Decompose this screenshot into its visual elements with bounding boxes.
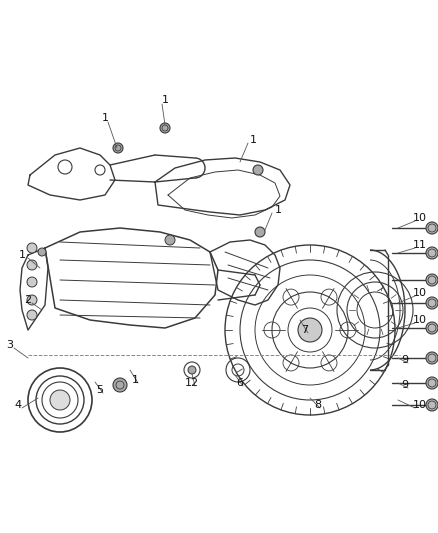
Circle shape bbox=[188, 366, 196, 374]
Circle shape bbox=[255, 227, 265, 237]
Text: 6: 6 bbox=[237, 378, 244, 388]
Circle shape bbox=[27, 243, 37, 253]
Text: 12: 12 bbox=[185, 378, 199, 388]
Circle shape bbox=[426, 297, 438, 309]
Circle shape bbox=[253, 165, 263, 175]
Circle shape bbox=[27, 260, 37, 270]
Circle shape bbox=[113, 143, 123, 153]
Circle shape bbox=[160, 123, 170, 133]
Text: 10: 10 bbox=[413, 400, 427, 410]
Text: 10: 10 bbox=[413, 288, 427, 298]
Text: 4: 4 bbox=[14, 400, 21, 410]
Circle shape bbox=[27, 295, 37, 305]
Text: 10: 10 bbox=[413, 315, 427, 325]
Circle shape bbox=[426, 377, 438, 389]
Text: 1: 1 bbox=[18, 250, 25, 260]
Text: 1: 1 bbox=[131, 375, 138, 385]
Circle shape bbox=[426, 322, 438, 334]
Circle shape bbox=[50, 390, 70, 410]
Circle shape bbox=[298, 318, 322, 342]
Circle shape bbox=[27, 310, 37, 320]
Text: 7: 7 bbox=[301, 325, 308, 335]
Circle shape bbox=[113, 378, 127, 392]
Text: 9: 9 bbox=[402, 380, 409, 390]
Circle shape bbox=[426, 247, 438, 259]
Circle shape bbox=[426, 352, 438, 364]
Text: 1: 1 bbox=[275, 205, 282, 215]
Text: 2: 2 bbox=[25, 295, 32, 305]
Circle shape bbox=[426, 274, 438, 286]
Text: 9: 9 bbox=[402, 355, 409, 365]
Text: 8: 8 bbox=[314, 400, 321, 410]
Circle shape bbox=[426, 399, 438, 411]
Text: 3: 3 bbox=[7, 340, 14, 350]
Text: 10: 10 bbox=[413, 213, 427, 223]
Circle shape bbox=[38, 248, 46, 256]
Circle shape bbox=[165, 235, 175, 245]
Text: 1: 1 bbox=[162, 95, 169, 105]
Text: 5: 5 bbox=[96, 385, 103, 395]
Text: 11: 11 bbox=[413, 240, 427, 250]
Text: 1: 1 bbox=[102, 113, 109, 123]
Text: 1: 1 bbox=[250, 135, 257, 145]
Circle shape bbox=[27, 277, 37, 287]
Circle shape bbox=[426, 222, 438, 234]
